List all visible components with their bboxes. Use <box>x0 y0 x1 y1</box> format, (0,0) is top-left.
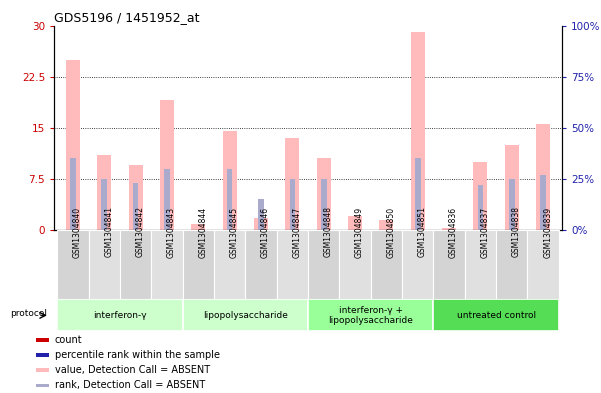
FancyBboxPatch shape <box>183 299 308 331</box>
Bar <box>160 101 174 230</box>
Bar <box>258 199 264 230</box>
FancyBboxPatch shape <box>120 230 151 299</box>
Text: protocol: protocol <box>10 309 47 318</box>
Bar <box>509 179 514 230</box>
FancyBboxPatch shape <box>340 230 371 299</box>
FancyBboxPatch shape <box>308 230 340 299</box>
FancyBboxPatch shape <box>402 230 433 299</box>
Text: GSM1304849: GSM1304849 <box>355 206 364 257</box>
Bar <box>35 368 49 372</box>
Bar <box>164 169 169 230</box>
FancyBboxPatch shape <box>57 299 183 331</box>
Text: GSM1304848: GSM1304848 <box>324 206 333 257</box>
Text: lipopolysaccharide: lipopolysaccharide <box>203 311 288 320</box>
Bar <box>474 162 487 230</box>
Bar <box>222 131 237 230</box>
FancyBboxPatch shape <box>183 230 214 299</box>
FancyBboxPatch shape <box>465 230 496 299</box>
Text: untreated control: untreated control <box>457 311 535 320</box>
Bar <box>478 185 483 230</box>
Bar <box>505 145 519 230</box>
FancyBboxPatch shape <box>308 299 433 331</box>
Bar <box>540 175 546 230</box>
FancyBboxPatch shape <box>433 230 465 299</box>
Text: GSM1304846: GSM1304846 <box>261 206 270 257</box>
FancyBboxPatch shape <box>528 230 559 299</box>
FancyBboxPatch shape <box>276 230 308 299</box>
FancyBboxPatch shape <box>371 230 402 299</box>
Text: GSM1304837: GSM1304837 <box>480 206 489 257</box>
Bar <box>191 224 206 230</box>
Text: GSM1304842: GSM1304842 <box>136 206 145 257</box>
Text: GSM1304838: GSM1304838 <box>512 206 521 257</box>
Bar <box>133 183 138 230</box>
Text: GSM1304845: GSM1304845 <box>230 206 239 257</box>
Bar <box>35 353 49 357</box>
Text: interferon-γ +
lipopolysaccharide: interferon-γ + lipopolysaccharide <box>328 306 413 325</box>
FancyBboxPatch shape <box>88 230 120 299</box>
Bar <box>442 228 456 230</box>
Text: GSM1304847: GSM1304847 <box>292 206 301 257</box>
Bar <box>321 179 326 230</box>
Text: GSM1304836: GSM1304836 <box>449 206 458 257</box>
Text: GSM1304850: GSM1304850 <box>386 206 395 257</box>
Bar <box>290 179 295 230</box>
Bar <box>102 179 107 230</box>
Text: GSM1304839: GSM1304839 <box>543 206 552 257</box>
Text: GSM1304840: GSM1304840 <box>73 206 82 257</box>
FancyBboxPatch shape <box>245 230 276 299</box>
Bar <box>379 220 394 230</box>
Bar <box>35 338 49 342</box>
Bar <box>254 218 268 230</box>
FancyBboxPatch shape <box>214 230 245 299</box>
Text: GSM1304844: GSM1304844 <box>198 206 207 257</box>
Bar <box>415 158 421 230</box>
Text: interferon-γ: interferon-γ <box>93 311 147 320</box>
Bar <box>35 384 49 387</box>
Text: GSM1304843: GSM1304843 <box>167 206 176 257</box>
Bar <box>129 165 142 230</box>
Text: percentile rank within the sample: percentile rank within the sample <box>55 350 220 360</box>
Text: value, Detection Call = ABSENT: value, Detection Call = ABSENT <box>55 365 210 375</box>
Text: GDS5196 / 1451952_at: GDS5196 / 1451952_at <box>54 11 200 24</box>
Bar <box>66 60 80 230</box>
FancyBboxPatch shape <box>496 230 528 299</box>
Bar <box>97 155 111 230</box>
Bar <box>348 216 362 230</box>
Text: GSM1304841: GSM1304841 <box>104 206 113 257</box>
FancyBboxPatch shape <box>433 299 559 331</box>
Bar <box>70 158 76 230</box>
FancyBboxPatch shape <box>57 230 88 299</box>
Bar <box>227 169 233 230</box>
Bar <box>285 138 299 230</box>
Text: count: count <box>55 335 82 345</box>
Bar <box>410 32 425 230</box>
Text: rank, Detection Call = ABSENT: rank, Detection Call = ABSENT <box>55 380 205 390</box>
Bar <box>536 124 550 230</box>
Text: GSM1304851: GSM1304851 <box>418 206 427 257</box>
FancyBboxPatch shape <box>151 230 183 299</box>
Bar <box>317 158 331 230</box>
